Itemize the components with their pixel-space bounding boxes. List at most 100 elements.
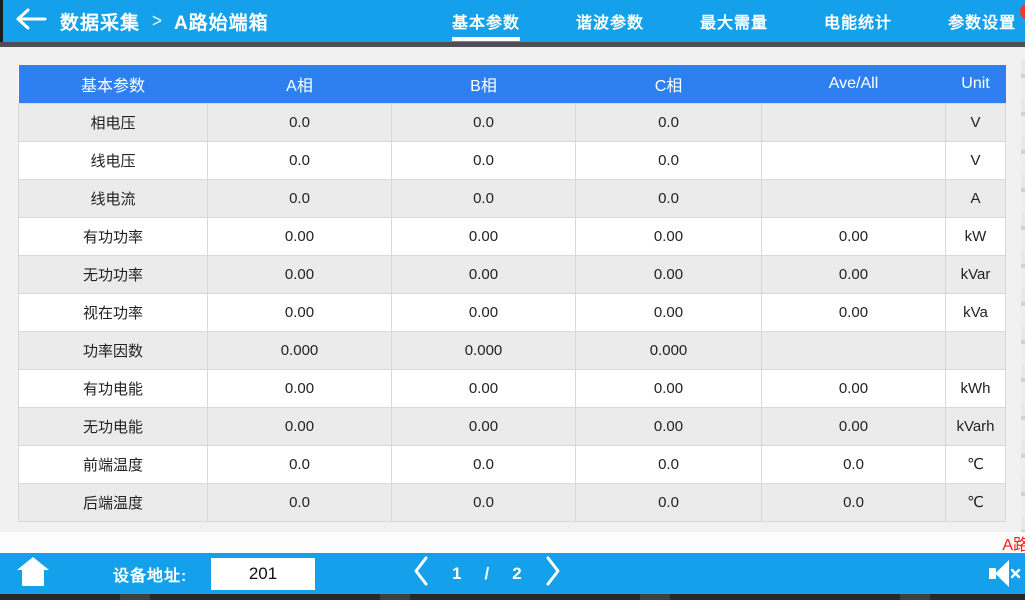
right-edge-scroll-strip[interactable] bbox=[1021, 60, 1025, 538]
value-ave: 0.0 bbox=[761, 444, 946, 484]
row-label: 有功电能 bbox=[18, 368, 208, 408]
next-page-button[interactable] bbox=[545, 556, 561, 591]
value-ave: 0.00 bbox=[761, 292, 946, 332]
tab-label: 谐波参数 bbox=[576, 15, 645, 32]
value-phase-b: 0.00 bbox=[391, 292, 576, 332]
col-header-phase-a: A相 bbox=[207, 65, 392, 103]
table-row: 无功功率 0.00 0.00 0.00 0.00 kVar bbox=[18, 254, 1006, 294]
breadcrumb-current-page: A路始端箱 bbox=[173, 12, 269, 34]
value-phase-a: 0.00 bbox=[207, 292, 392, 332]
table-row: 线电流 0.0 0.0 0.0 A bbox=[18, 178, 1006, 218]
basic-parameters-table: 基本参数 A相 B相 C相 Ave/All Unit 相电压 0.0 0.0 0… bbox=[18, 65, 1006, 522]
value-phase-a: 0.00 bbox=[207, 254, 392, 294]
row-label: 相电压 bbox=[18, 102, 208, 142]
value-ave bbox=[761, 178, 946, 218]
value-phase-b: 0.00 bbox=[391, 406, 576, 446]
value-ave bbox=[761, 140, 946, 180]
value-phase-a: 0.000 bbox=[207, 330, 392, 370]
row-label: 无功功率 bbox=[18, 254, 208, 294]
chevron-left-icon bbox=[413, 556, 429, 591]
page-separator: / bbox=[484, 563, 490, 583]
col-header-parameter: 基本参数 bbox=[18, 65, 208, 103]
tab-basic-params[interactable]: 基本参数 bbox=[452, 0, 521, 42]
value-unit: kVa bbox=[945, 292, 1006, 332]
tab-harmonic-params[interactable]: 谐波参数 bbox=[576, 0, 644, 42]
tab-max-demand[interactable]: 最大需量 bbox=[700, 0, 768, 42]
table-row: 线电压 0.0 0.0 0.0 V bbox=[18, 140, 1006, 180]
alarm-ticker-text: A路 bbox=[1002, 537, 1025, 554]
table-row: 有功电能 0.00 0.00 0.00 0.00 kWh bbox=[18, 368, 1006, 408]
tab-param-settings[interactable]: 参数设置 1 bbox=[948, 0, 1025, 42]
value-phase-b: 0.00 bbox=[391, 254, 576, 294]
value-phase-b: 0.000 bbox=[391, 330, 576, 370]
value-unit: V bbox=[945, 140, 1006, 180]
tab-label: 最大需量 bbox=[700, 15, 769, 32]
value-phase-c: 0.0 bbox=[575, 482, 762, 522]
prev-page-button[interactable] bbox=[413, 556, 429, 591]
value-phase-c: 0.0 bbox=[575, 178, 762, 218]
table-row: 前端温度 0.0 0.0 0.0 0.0 ℃ bbox=[18, 444, 1006, 484]
top-navigation-bar: 数据采集 > A路始端箱 基本参数 谐波参数 最大需量 电能统计 参数设置 1 bbox=[0, 0, 1025, 42]
home-button[interactable] bbox=[14, 556, 52, 589]
value-unit: ℃ bbox=[945, 482, 1006, 522]
value-phase-b: 0.0 bbox=[391, 102, 576, 142]
breadcrumb-separator-icon: > bbox=[152, 9, 162, 32]
tab-energy-stats[interactable]: 电能统计 bbox=[824, 0, 892, 42]
value-ave bbox=[761, 102, 946, 142]
value-ave: 0.00 bbox=[761, 368, 946, 408]
value-unit: kW bbox=[945, 216, 1006, 256]
table-row: 后端温度 0.0 0.0 0.0 0.0 ℃ bbox=[18, 482, 1006, 522]
table-row: 功率因数 0.000 0.000 0.000 bbox=[18, 330, 1006, 370]
table-row: 相电压 0.0 0.0 0.0 V bbox=[18, 102, 1006, 142]
table-row: 视在功率 0.00 0.00 0.00 0.00 kVa bbox=[18, 292, 1006, 332]
value-phase-c: 0.000 bbox=[575, 330, 762, 370]
total-page-number: 2 bbox=[512, 563, 522, 583]
col-header-phase-c: C相 bbox=[575, 65, 762, 103]
col-header-ave-all: Ave/All bbox=[761, 65, 946, 103]
device-address-label: 设备地址: bbox=[113, 567, 188, 585]
topbar-shadow-line bbox=[0, 42, 1025, 47]
value-unit: A bbox=[945, 178, 1006, 218]
table-header-row: 基本参数 A相 B相 C相 Ave/All Unit bbox=[18, 65, 1006, 103]
value-ave bbox=[761, 330, 946, 370]
parameter-tabs: 基本参数 谐波参数 最大需量 电能统计 参数设置 1 bbox=[452, 0, 1025, 42]
tab-label: 参数设置 bbox=[948, 15, 1017, 32]
breadcrumb-section[interactable]: 数据采集 bbox=[60, 12, 141, 34]
back-button[interactable] bbox=[12, 7, 50, 35]
value-phase-c: 0.00 bbox=[575, 216, 762, 256]
col-header-unit: Unit bbox=[945, 65, 1006, 103]
value-phase-b: 0.0 bbox=[391, 140, 576, 180]
notification-badge: 1 bbox=[1020, 3, 1025, 20]
table-row: 无功电能 0.00 0.00 0.00 0.00 kVarh bbox=[18, 406, 1006, 446]
taskbar-sliver bbox=[0, 594, 1025, 600]
value-phase-a: 0.0 bbox=[207, 482, 392, 522]
device-address-input[interactable] bbox=[211, 558, 315, 590]
back-arrow-icon bbox=[15, 8, 47, 35]
tab-label: 电能统计 bbox=[824, 15, 893, 32]
value-phase-b: 0.0 bbox=[391, 482, 576, 522]
value-phase-c: 0.00 bbox=[575, 254, 762, 294]
window-edge-sliver bbox=[0, 0, 3, 42]
value-phase-a: 0.00 bbox=[207, 368, 392, 408]
bottom-toolbar: 设备地址: 1 / 2 bbox=[0, 553, 1025, 594]
value-phase-c: 0.0 bbox=[575, 140, 762, 180]
value-phase-c: 0.00 bbox=[575, 368, 762, 408]
value-phase-b: 0.0 bbox=[391, 444, 576, 484]
speaker-muted-icon bbox=[987, 560, 1021, 592]
lower-band bbox=[0, 532, 1025, 553]
value-phase-a: 0.0 bbox=[207, 102, 392, 142]
col-header-phase-b: B相 bbox=[391, 65, 576, 103]
pagination: 1 / 2 bbox=[413, 553, 561, 594]
value-phase-a: 0.00 bbox=[207, 216, 392, 256]
value-phase-b: 0.00 bbox=[391, 216, 576, 256]
value-unit: kWh bbox=[945, 368, 1006, 408]
chevron-right-icon bbox=[545, 556, 561, 591]
tab-label: 基本参数 bbox=[452, 15, 521, 32]
value-unit: kVar bbox=[945, 254, 1006, 294]
current-page-number: 1 bbox=[452, 563, 462, 583]
row-label: 线电压 bbox=[18, 140, 208, 180]
value-phase-a: 0.0 bbox=[207, 178, 392, 218]
value-ave: 0.00 bbox=[761, 254, 946, 294]
mute-toggle-button[interactable] bbox=[987, 559, 1021, 588]
breadcrumb: 数据采集 > A路始端箱 bbox=[60, 0, 269, 42]
